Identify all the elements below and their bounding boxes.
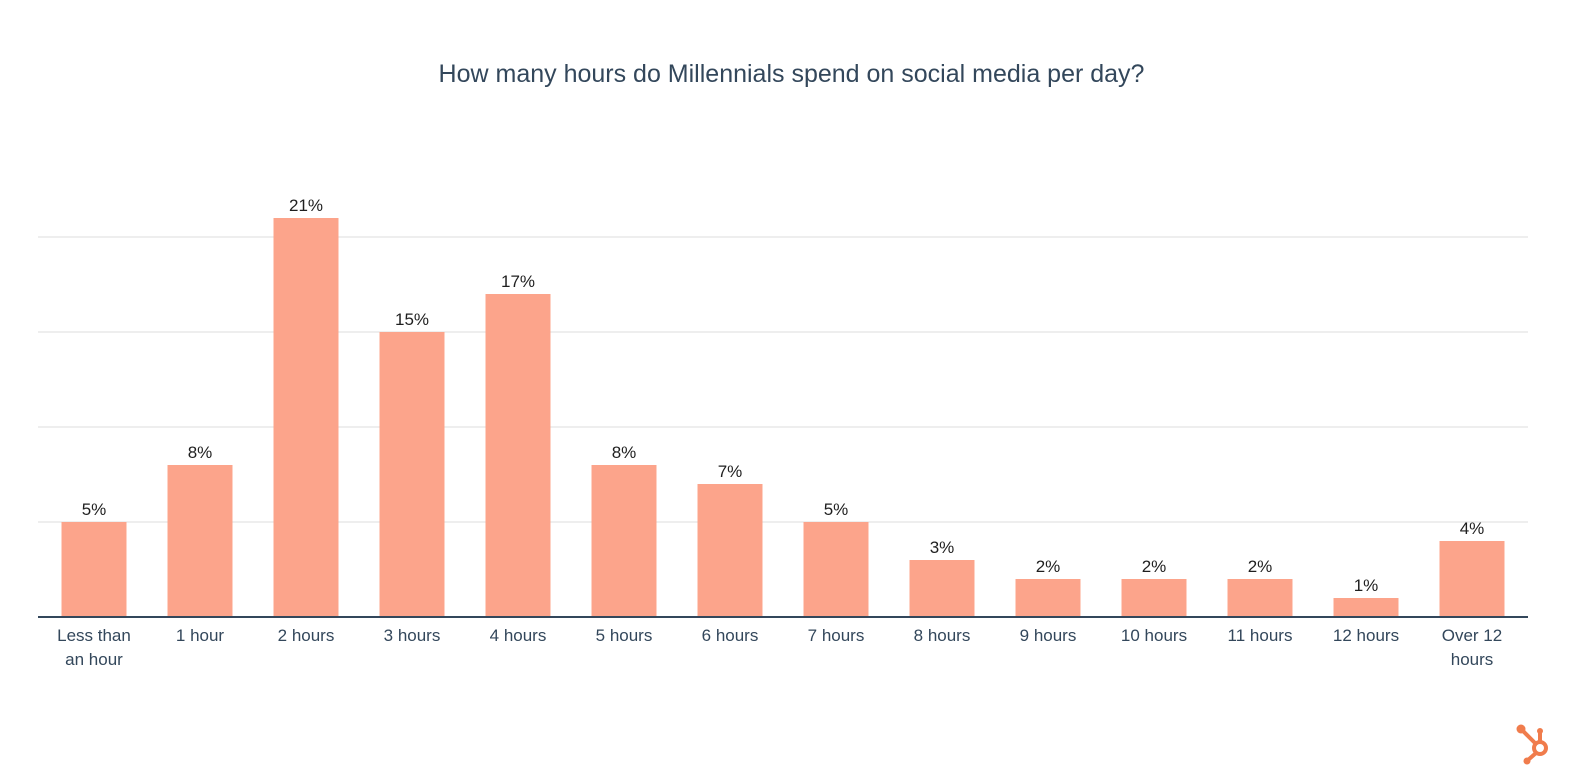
x-tick-label: 11 hours [1228, 626, 1293, 645]
bar [591, 465, 657, 617]
data-label: 8% [188, 443, 213, 462]
data-label: 5% [82, 500, 107, 519]
data-label: 8% [612, 443, 637, 462]
data-label: 17% [501, 272, 535, 291]
bar [1333, 598, 1399, 617]
bar [697, 484, 763, 617]
x-tick-label: 7 hours [808, 626, 865, 645]
x-tick-label: 10 hours [1121, 626, 1187, 645]
hubspot-logo-icon [1516, 724, 1548, 765]
x-tick-label: 12 hours [1333, 626, 1399, 645]
bar [167, 465, 233, 617]
x-tick-label: 6 hours [702, 626, 759, 645]
bar [909, 560, 975, 617]
bar [61, 522, 127, 617]
bar [485, 294, 551, 617]
data-label: 2% [1248, 557, 1273, 576]
data-label: 2% [1142, 557, 1167, 576]
bar [1121, 579, 1187, 617]
x-tick-label: Over 12 hours [1442, 626, 1502, 669]
bar [273, 218, 339, 617]
bar [1227, 579, 1293, 617]
data-label: 21% [289, 196, 323, 215]
bar [803, 522, 869, 617]
x-tick-label: 3 hours [384, 626, 441, 645]
data-label: 3% [930, 538, 955, 557]
bar [379, 332, 445, 617]
data-label: 15% [395, 310, 429, 329]
x-tick-label: 5 hours [596, 626, 653, 645]
x-tick-label: 2 hours [278, 626, 335, 645]
data-label: 2% [1036, 557, 1061, 576]
chart-title: How many hours do Millennials spend on s… [438, 60, 1145, 88]
data-label: 4% [1460, 519, 1485, 538]
data-label: 7% [718, 462, 743, 481]
x-tick-label: Less than an hour [57, 626, 131, 669]
bar [1015, 579, 1081, 617]
x-tick-label: 8 hours [914, 626, 971, 645]
data-label: 5% [824, 500, 849, 519]
x-tick-label: 4 hours [490, 626, 547, 645]
x-tick-label: 1 hour [176, 626, 225, 645]
x-tick-label: 9 hours [1020, 626, 1077, 645]
data-label: 1% [1354, 576, 1379, 595]
bar [1439, 541, 1505, 617]
